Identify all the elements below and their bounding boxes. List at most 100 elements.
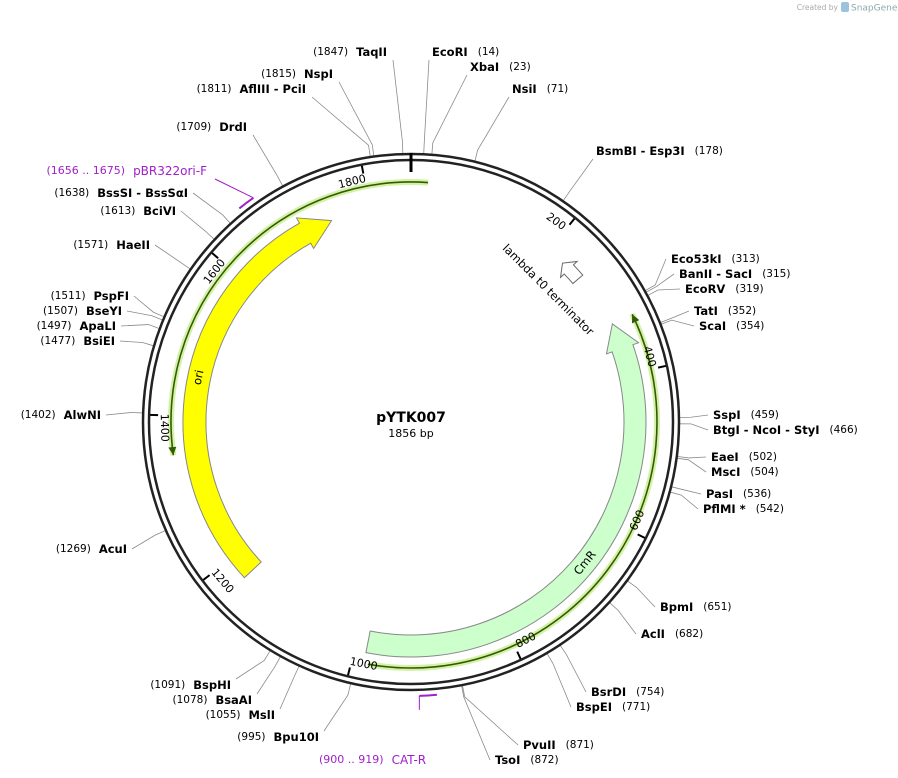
site-name: BciVI <box>143 204 176 218</box>
ori-line <box>170 181 429 456</box>
ruler-label: 400 <box>641 345 659 369</box>
site-leader <box>311 96 371 158</box>
site-name: NspI <box>304 67 333 81</box>
cmr-line <box>367 313 658 669</box>
site-leader <box>474 96 510 162</box>
credit-brand: SnapGene <box>851 4 898 14</box>
site-label: (1091) BspHI <box>150 678 231 692</box>
site-location: (459) <box>751 409 779 421</box>
site-location: (14) <box>478 46 500 58</box>
snapgene-logo <box>841 2 849 12</box>
plasmid-name: pYTK007 <box>376 410 446 426</box>
site-location: (871) <box>566 739 594 751</box>
primer-location: (1656 .. 1675) <box>47 164 126 177</box>
site-name: PasI <box>706 487 733 501</box>
ruler-label: 1000 <box>349 655 379 673</box>
site-label: PasI (536) <box>706 487 771 501</box>
site-leader <box>126 310 164 321</box>
site-name: AcuI <box>99 542 127 556</box>
ruler-label: 1800 <box>337 172 367 191</box>
site-location: (1847) <box>313 46 348 58</box>
site-name: ScaI <box>699 319 726 333</box>
site-name: PspFI <box>94 289 129 303</box>
ruler-tick <box>360 164 365 174</box>
site-location: (651) <box>703 601 731 613</box>
site-leader <box>559 644 587 693</box>
feature-label: ori <box>190 369 207 387</box>
site-leader <box>431 74 468 155</box>
site-leader <box>669 491 699 510</box>
site-leader <box>154 244 191 270</box>
ruler-tick <box>657 364 668 369</box>
site-label: BtgI - NcoI - StyI (466) <box>713 423 858 437</box>
site-label: (1811) AflIII - PciI <box>197 82 306 96</box>
site-location: (1269) <box>56 543 91 555</box>
primer-name: CAT-R <box>392 753 427 767</box>
site-location: (682) <box>675 628 703 640</box>
site-location: (178) <box>695 145 723 157</box>
site-label: BanII - SacI (315) <box>679 267 790 281</box>
site-name: BtgI - NcoI - StyI <box>713 423 820 437</box>
site-location: (1811) <box>197 83 232 95</box>
site-leader <box>323 683 352 732</box>
site-name: MslI <box>248 708 275 722</box>
cmr-line-head <box>631 314 640 324</box>
site-label: SspI (459) <box>713 408 779 422</box>
site-leader <box>192 192 231 224</box>
primer-leader <box>214 178 254 199</box>
site-label: (1055) MslI <box>206 708 275 722</box>
site-name: DrdI <box>219 120 247 134</box>
site-location: (354) <box>736 320 764 332</box>
site-location: (1511) <box>51 290 86 302</box>
ori-arrow <box>182 217 333 579</box>
ori-line-head <box>168 446 177 456</box>
site-location: (1638) <box>54 187 89 199</box>
site-leader <box>678 414 709 418</box>
site-name: TaqII <box>356 45 387 59</box>
site-name: BsmBI - Esp3I <box>596 144 685 158</box>
site-location: (504) <box>750 466 778 478</box>
site-location: (1709) <box>176 121 211 133</box>
site-name: BsiEI <box>83 334 115 348</box>
site-name: ApaLI <box>80 319 117 333</box>
site-leader <box>660 319 695 327</box>
primer-location: (900 .. 919) <box>319 753 384 766</box>
site-location: (23) <box>509 61 531 73</box>
site-location: (1613) <box>100 205 135 217</box>
site-location: (1078) <box>173 694 208 706</box>
site-leader <box>180 210 215 240</box>
site-label: (1511) PspFI <box>51 289 129 303</box>
primer-label: (900 .. 919) CAT-R <box>319 753 426 767</box>
site-name: HaeII <box>116 238 150 252</box>
site-name: MscI <box>711 465 740 479</box>
ruler-tick <box>201 574 211 582</box>
site-leader <box>392 59 404 155</box>
site-leader <box>252 134 284 187</box>
site-label: MscI (504) <box>711 465 779 479</box>
site-name: AlwNI <box>64 408 101 422</box>
site-location: (542) <box>756 503 784 515</box>
site-leader <box>659 310 690 324</box>
primer-bar <box>419 693 438 697</box>
site-leader <box>647 288 681 297</box>
site-name: EcoRV <box>685 282 725 296</box>
site-location: (1507) <box>43 305 78 317</box>
site-label: XbaI (23) <box>470 60 531 74</box>
site-label: (1571) HaeII <box>73 238 150 252</box>
site-label: AclI (682) <box>641 627 703 641</box>
ruler-tick <box>516 651 522 661</box>
site-location: (466) <box>830 424 858 436</box>
site-name: BspEI <box>576 700 612 714</box>
site-location: (995) <box>237 731 265 743</box>
feature-label: lambda t0 terminator <box>500 241 597 338</box>
site-name: SspI <box>713 408 741 422</box>
site-leader <box>119 340 155 347</box>
site-name: TatI <box>694 304 718 318</box>
site-location: (319) <box>735 283 763 295</box>
site-leader <box>105 412 144 416</box>
site-label: (1497) ApaLI <box>37 319 116 333</box>
site-label: PflMI * (542) <box>703 502 784 516</box>
site-label: (995) Bpu10I <box>237 730 319 744</box>
